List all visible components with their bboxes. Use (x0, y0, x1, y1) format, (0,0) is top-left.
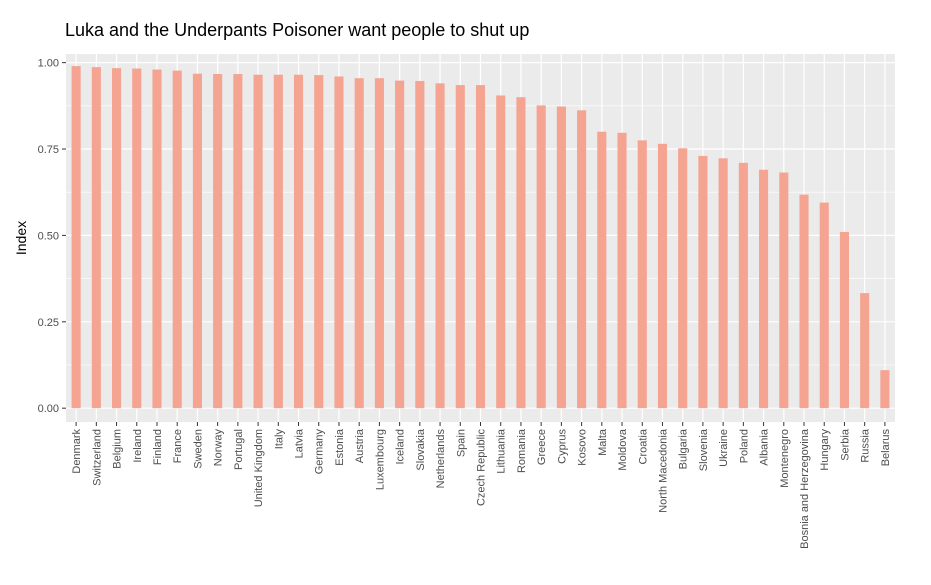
x-tick-label: Iceland (395, 429, 407, 464)
x-tick-label: Portugal (233, 429, 245, 470)
bar (678, 148, 688, 409)
x-tick-label: Bosnia and Herzegovina (799, 428, 811, 549)
x-tick-label: Netherlands (435, 429, 447, 489)
bar (91, 67, 101, 409)
x-tick-label: United Kingdom (253, 429, 265, 507)
x-tick-label: Denmark (71, 429, 83, 474)
bar (516, 97, 526, 409)
x-tick-label: Finland (152, 429, 164, 465)
y-tick-label: 0.25 (38, 317, 59, 329)
bar (314, 75, 324, 409)
bar (657, 143, 668, 409)
x-tick-label: Moldova (617, 428, 629, 470)
y-tick-label: 0.50 (38, 230, 59, 242)
x-tick-label: Romania (516, 428, 528, 473)
bar (395, 80, 405, 409)
bar (152, 69, 162, 409)
x-tick-label: Czech Republic (476, 429, 488, 507)
y-axis: 0.00 0.25 0.50 0.75 1.00 (38, 58, 66, 415)
x-tick-label: Belarus (880, 429, 892, 467)
x-tick-label: France (172, 429, 184, 463)
x-tick-label: Austria (354, 428, 366, 463)
x-tick-label: Bulgaria (678, 428, 690, 469)
bar (617, 132, 627, 409)
x-tick-label: Greece (536, 429, 548, 465)
x-tick-label: Hungary (819, 429, 831, 471)
bar (577, 110, 587, 409)
bar (233, 74, 243, 409)
bar (860, 293, 870, 409)
bar (819, 202, 829, 409)
bar (496, 95, 506, 409)
bar (779, 172, 789, 409)
bar (738, 162, 748, 409)
bar (71, 66, 81, 409)
x-tick-label: Lithuania (496, 428, 508, 474)
bar (172, 70, 182, 409)
bar (273, 74, 283, 409)
x-tick-label: North Macedonia (657, 428, 669, 513)
x-tick-label: Croatia (637, 428, 649, 464)
bar (435, 83, 445, 409)
x-tick-label: Serbia (839, 428, 851, 461)
x-tick-label: Poland (738, 429, 750, 463)
bar (293, 74, 304, 409)
x-tick-label: Latvia (294, 428, 306, 458)
x-tick-label: Spain (455, 429, 467, 457)
bar (213, 74, 223, 409)
x-tick-label: Slovenia (698, 428, 710, 471)
x-tick-label: Sweden (192, 429, 204, 469)
y-tick-label: 0.75 (38, 144, 59, 156)
x-tick-label: Germany (314, 429, 326, 475)
x-tick-label: Ukraine (718, 429, 730, 467)
bar (374, 78, 384, 409)
bar (759, 169, 769, 409)
y-axis-title: Index (13, 221, 29, 255)
x-tick-label: Switzerland (91, 429, 103, 486)
bar (637, 140, 647, 409)
x-tick-label: Malta (597, 428, 609, 456)
bar (718, 158, 728, 409)
x-tick-label: Russia (860, 428, 872, 463)
x-tick-label: Kosovo (577, 429, 589, 466)
bar (192, 73, 202, 409)
bars (71, 66, 890, 409)
x-tick-label: Belgium (112, 429, 124, 469)
bar (475, 85, 486, 409)
x-tick-label: Albania (759, 428, 771, 466)
x-tick-label: Norway (213, 429, 225, 467)
x-axis: Denmark Switzerland Belgium Ireland Finland F… (71, 422, 892, 549)
x-tick-label: Cyprus (556, 429, 568, 464)
bar (111, 68, 122, 409)
bar (556, 106, 566, 409)
y-tick-label: 0.00 (38, 403, 59, 415)
x-tick-label: Luxembourg (374, 429, 386, 490)
x-tick-label: Estonia (334, 428, 346, 466)
x-tick-label: Slovakia (415, 428, 427, 470)
bar (698, 155, 708, 409)
bar (536, 105, 546, 409)
chart-title: Luka and the Underpants Poisoner want pe… (65, 20, 530, 40)
bar (253, 74, 263, 409)
bar (415, 80, 425, 409)
x-tick-label: Montenegro (779, 429, 791, 488)
bar (597, 131, 607, 409)
bar (880, 370, 890, 409)
bar (132, 68, 142, 409)
bar (455, 85, 465, 409)
bar (354, 78, 364, 409)
y-tick-label: 1.00 (38, 58, 59, 70)
bar (839, 231, 850, 409)
bar (799, 194, 809, 409)
x-tick-label: Italy (273, 429, 285, 450)
bar (334, 76, 344, 409)
x-tick-label: Ireland (132, 429, 144, 463)
